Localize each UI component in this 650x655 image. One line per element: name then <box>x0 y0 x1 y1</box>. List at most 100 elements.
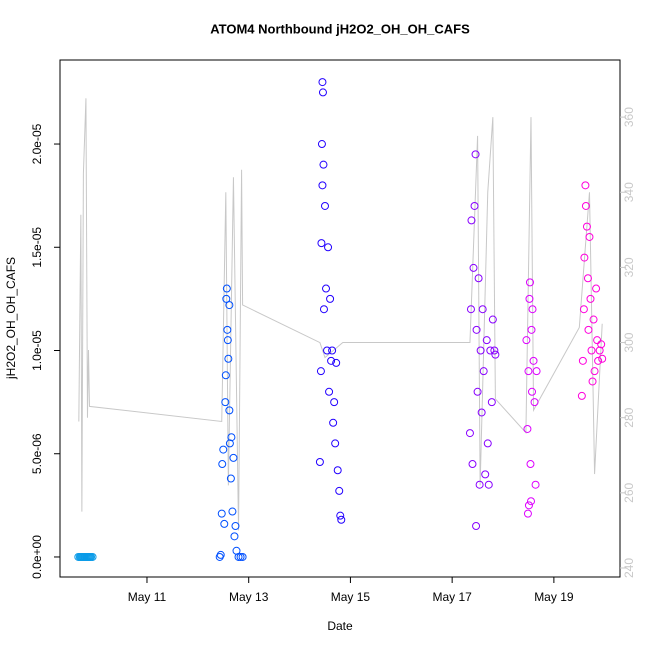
scatter-point <box>226 474 235 483</box>
scatter-point <box>595 346 604 355</box>
scatter-point <box>467 216 476 225</box>
scatter-point <box>526 497 535 506</box>
scatter-point <box>325 387 334 396</box>
scatter-point <box>324 243 333 252</box>
scatter-point <box>531 480 540 489</box>
scatter-point <box>327 356 336 365</box>
x-tick-label: May 11 <box>128 590 167 604</box>
scatter-point <box>486 346 495 355</box>
scatter-point <box>490 346 499 355</box>
scatter-point <box>223 336 232 345</box>
scatter-point <box>530 398 539 407</box>
scatter-point <box>581 181 590 190</box>
scatter-point <box>332 358 341 367</box>
scatter-point <box>88 552 97 561</box>
scatter-point <box>580 253 589 262</box>
x-tick-label: May 19 <box>534 590 574 604</box>
scatter-point <box>224 354 233 363</box>
scatter-point <box>319 160 328 169</box>
scatter-point <box>234 552 243 561</box>
scatter-point <box>475 480 484 489</box>
scatter-point <box>484 480 493 489</box>
scatter-point <box>220 519 229 528</box>
scatter-point <box>479 367 488 376</box>
scatter-point <box>482 336 491 345</box>
scatter-point <box>528 387 537 396</box>
scatter-point <box>471 150 480 159</box>
scatter-point <box>579 305 588 314</box>
x-axis-label: Date <box>327 619 353 633</box>
scatter-point <box>577 391 586 400</box>
scatter-point <box>588 377 597 386</box>
scatter-point <box>222 284 231 293</box>
scatter-point <box>336 511 345 520</box>
scatter-point <box>481 470 490 479</box>
scatter-point <box>225 301 234 310</box>
y2-tick-label: 240 <box>622 558 636 578</box>
y2-tick-label: 320 <box>622 257 636 277</box>
scatter-point <box>337 515 346 524</box>
scatter-point <box>472 522 481 531</box>
scatter-point <box>222 294 231 303</box>
scatter-point <box>323 346 332 355</box>
y-tick-label: 5.0e-06 <box>30 433 44 474</box>
scatter-point <box>231 522 240 531</box>
y2-tick-label: 360 <box>622 107 636 127</box>
scatter-point <box>522 336 531 345</box>
y2-tick-label: 340 <box>622 182 636 202</box>
plot-frame <box>59 59 621 578</box>
y-axis-label: jH2O2_OH_OH_CAFS <box>4 257 18 380</box>
scatter-point <box>326 294 335 303</box>
chart-title: ATOM4 Northbound jH2O2_OH_OH_CAFS <box>210 21 470 36</box>
scatter-point <box>470 201 479 210</box>
scatter-point <box>469 263 478 272</box>
scatter-point <box>526 460 535 469</box>
scatter-point <box>491 350 500 359</box>
scatter-point <box>225 406 234 415</box>
scatter-point <box>584 325 593 334</box>
scatter-point <box>589 315 598 324</box>
scatter-point <box>578 356 587 365</box>
scatter-point <box>320 201 329 210</box>
scatter-point <box>477 408 486 417</box>
scatter-point <box>597 340 606 349</box>
scatter-point <box>216 550 225 559</box>
scatter-point <box>581 201 590 210</box>
scatter-point <box>478 305 487 314</box>
scatter-point <box>329 418 338 427</box>
scatter-point <box>532 367 541 376</box>
scatter-point <box>318 88 327 97</box>
scatter-point <box>333 466 342 475</box>
scatter-point <box>529 356 538 365</box>
scatter-point <box>488 315 497 324</box>
scatter-point <box>319 305 328 314</box>
scatter-point <box>598 354 607 363</box>
scatter-point <box>523 424 532 433</box>
y-tick-label: 1.5e-05 <box>30 227 44 268</box>
scatter-point <box>527 325 536 334</box>
y2-tick-label: 260 <box>622 483 636 503</box>
scatter-point <box>317 140 326 149</box>
y-tick-label: 0.0e+00 <box>30 535 44 579</box>
y-tick-label: 1.0e-05 <box>30 330 44 371</box>
scatter-point <box>476 346 485 355</box>
scatter-point <box>322 284 331 293</box>
y2-tick-label: 280 <box>622 407 636 427</box>
scatter-point <box>468 460 477 469</box>
scatter-point <box>594 356 603 365</box>
scatter-point <box>483 439 492 448</box>
scatter-point <box>225 439 234 448</box>
scatter-point <box>217 509 226 518</box>
scatter-point <box>590 367 599 376</box>
scatter-point <box>335 486 344 495</box>
scatter-point <box>465 429 474 438</box>
scatter-point <box>466 305 475 314</box>
scatter-point <box>583 274 592 283</box>
scatter-point <box>238 552 247 561</box>
scatter-point <box>586 294 595 303</box>
x-tick-label: May 13 <box>229 590 269 604</box>
scatter-point <box>318 181 327 190</box>
scatter-point <box>223 325 232 334</box>
